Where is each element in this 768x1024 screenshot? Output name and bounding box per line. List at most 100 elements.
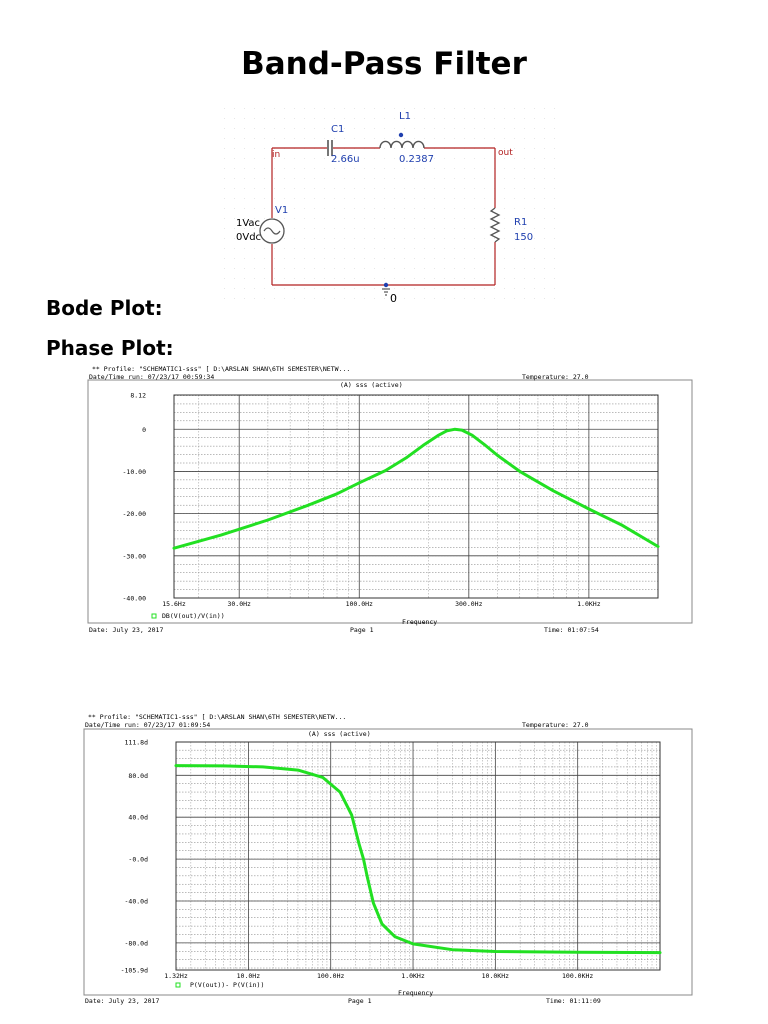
node-in-label: in xyxy=(272,150,280,160)
page-title: Band-Pass Filter xyxy=(241,46,527,82)
data-point xyxy=(470,433,474,437)
y-tick-label: -20.00 xyxy=(123,510,147,518)
y-tick-label: -80.0d xyxy=(125,939,149,947)
data-point xyxy=(436,434,440,437)
schematic-grid xyxy=(224,108,555,299)
l1-value: 0.2387 xyxy=(399,154,434,165)
plot-frame xyxy=(175,741,661,971)
data-point xyxy=(350,813,353,817)
ground-node-dot xyxy=(383,282,389,288)
plot-area: 111.8d 80.0d 40.0d -0.0d -40.0d -80.0d -105.9d… xyxy=(121,739,662,980)
r1-name: R1 xyxy=(514,217,527,228)
ground-label: 0 xyxy=(390,292,397,305)
x-axis-label: Frequency xyxy=(398,989,433,997)
plot-outer-frame xyxy=(83,728,693,996)
v1-ac: 1Vac xyxy=(236,218,260,229)
data-point xyxy=(372,901,375,905)
x-tick-label: 100.0Hz xyxy=(346,600,373,608)
profile-header: ** Profile: "SCHEMATIC1-sss" [ D:\ARSLAN… xyxy=(92,365,350,373)
node-out-label: out xyxy=(498,148,513,158)
y-tick-label: 0 xyxy=(142,426,146,434)
y-tick-label: -0.0d xyxy=(128,856,148,864)
data-point xyxy=(496,454,499,457)
inductor-l1 xyxy=(379,140,425,149)
inductor-dot xyxy=(398,132,404,138)
run-date-header: Date/Time run: 07/23/17 00:59:34 xyxy=(89,373,214,381)
y-tick-label: 40.0d xyxy=(128,814,148,822)
v1-dc: 0Vdc xyxy=(236,232,261,243)
footer-page: Page 1 xyxy=(350,626,374,634)
y-tick-label: 80.0d xyxy=(128,772,148,780)
data-point xyxy=(266,518,270,522)
data-point xyxy=(366,876,369,880)
plot-subtitle: (A) sss (active) xyxy=(308,730,371,738)
data-point xyxy=(222,764,225,768)
profile-header: ** Profile: "SCHEMATIC1-sss" [ D:\ARSLAN… xyxy=(88,713,346,721)
data-point xyxy=(384,469,387,472)
legend-marker xyxy=(175,982,181,988)
y-tick-label: -105.9d xyxy=(121,967,148,975)
resistor-r1 xyxy=(489,207,501,243)
legend-label: P(V(out))- P(V(in)) xyxy=(190,981,264,989)
data-point xyxy=(296,768,300,772)
series-line xyxy=(174,764,662,955)
magnitude-plot: ** Profile: "SCHEMATIC1-sss" [ D:\ARSLAN… xyxy=(87,365,693,634)
data-point xyxy=(587,507,591,511)
y-tick-label: -10.00 xyxy=(123,468,147,476)
footer-page: Page 1 xyxy=(348,997,372,1005)
data-point xyxy=(335,492,339,496)
data-point xyxy=(358,481,361,485)
data-point xyxy=(411,942,415,946)
data-point xyxy=(482,443,486,446)
temperature-header: Temperature: 27.0 xyxy=(522,721,589,729)
plot-frame xyxy=(173,394,659,599)
x-tick-label: 10.0KHz xyxy=(482,972,509,980)
data-point xyxy=(321,776,324,779)
y-tick-label: 8.12 xyxy=(130,392,146,400)
phase-plot-heading: Phase Plot: xyxy=(46,336,174,360)
data-point xyxy=(422,444,425,447)
bode-plot-heading: Bode Plot: xyxy=(46,296,163,320)
x-tick-label: 100.0KHz xyxy=(562,972,593,980)
y-tick-label: 111.8d xyxy=(125,739,149,747)
data-point xyxy=(576,951,579,954)
footer-date: Date: July 23, 2017 xyxy=(89,626,163,634)
legend-label: DB(V(out)/V(in)) xyxy=(162,612,225,620)
v1-name: V1 xyxy=(275,205,288,216)
phase-plot: ** Profile: "SCHEMATIC1-sss" [ D:\ARSLAN… xyxy=(83,713,693,1005)
data-point xyxy=(518,470,521,473)
x-axis-label: Frequency xyxy=(402,618,437,626)
x-tick-label: 300.0Hz xyxy=(455,600,482,608)
c1-name: C1 xyxy=(331,124,344,135)
data-point xyxy=(656,545,660,548)
y-tick-label: -40.0d xyxy=(125,897,149,905)
legend: DB(V(out)/V(in)) xyxy=(151,612,225,620)
legend: P(V(out))- P(V(in)) xyxy=(175,981,264,989)
y-tick-label: -30.00 xyxy=(123,552,147,560)
x-tick-label: 15.6Hz xyxy=(162,600,186,608)
footer-time: Time: 01:07:54 xyxy=(544,626,599,634)
x-tick-label: 10.0Hz xyxy=(237,972,261,980)
c1-value: 2.66u xyxy=(331,154,360,165)
data-point xyxy=(172,547,176,550)
data-point xyxy=(393,935,396,938)
y-tick-label: -40.00 xyxy=(123,595,147,603)
data-point xyxy=(404,456,408,460)
x-tick-label: 1.0KHz xyxy=(577,600,601,608)
data-point xyxy=(307,503,310,507)
ground-symbol xyxy=(382,288,390,296)
data-point xyxy=(453,428,456,431)
data-point xyxy=(445,429,448,433)
x-tick-label: 1.0KHz xyxy=(401,972,425,980)
plot-area: 8.12 0 -10.00 -20.00 -30.00 -40.00 15.6Hz 30.0H… xyxy=(123,392,660,608)
temperature-header: Temperature: 27.0 xyxy=(522,373,589,381)
data-point xyxy=(552,489,555,493)
data-point xyxy=(357,842,361,845)
capacitor-c1 xyxy=(327,140,333,156)
footer-time: Time: 01:11:09 xyxy=(546,997,601,1005)
r1-value: 150 xyxy=(514,232,533,243)
x-tick-label: 100.0Hz xyxy=(317,972,344,980)
data-point xyxy=(460,428,464,432)
data-point xyxy=(451,948,454,951)
plot-outer-frame xyxy=(87,379,693,624)
